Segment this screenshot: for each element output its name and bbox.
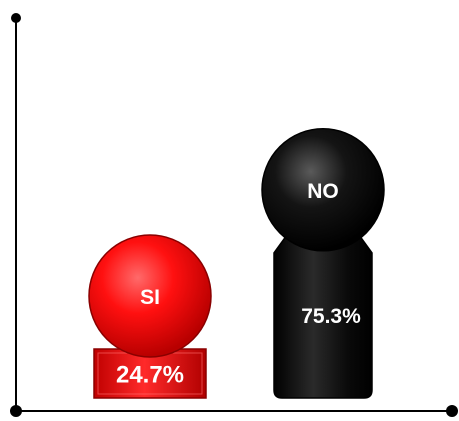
bar-no-head [261, 128, 385, 252]
bar-no-body [273, 230, 373, 399]
origin-dot [10, 405, 22, 417]
chart-marks: SI 24.7% NO 75.3% [88, 128, 385, 399]
y-axis-end-dot [11, 13, 21, 23]
bar-si-head [88, 234, 212, 358]
data-label-si: 24.7% [116, 362, 184, 389]
x-axis-end-dot [446, 405, 458, 417]
category-label-si: SI [140, 286, 160, 309]
category-label-no: NO [307, 180, 339, 203]
data-label-no: 75.3% [301, 305, 361, 328]
